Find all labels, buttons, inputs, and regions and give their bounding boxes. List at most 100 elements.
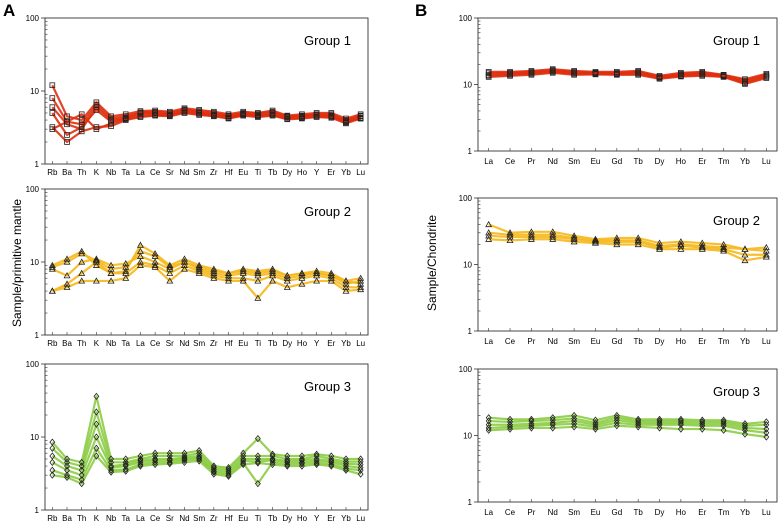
data-point-s1-th xyxy=(78,458,85,466)
data-point-s5-gd xyxy=(614,71,620,78)
data-point-s5-y xyxy=(313,459,320,467)
data-point-s4-ce xyxy=(507,423,513,431)
data-point-s3-ti xyxy=(254,455,261,463)
data-point-s5-la xyxy=(485,74,492,80)
data-point-s4-la xyxy=(137,458,144,466)
x-tick-label-lu: Lu xyxy=(762,337,771,346)
data-point-s4-th xyxy=(78,124,85,130)
data-point-s4-er xyxy=(698,245,706,252)
x-tick-label-ce: Ce xyxy=(505,337,516,346)
x-tick-label-pr: Pr xyxy=(527,508,535,517)
group-title: Group 1 xyxy=(713,33,760,48)
data-point-s5-ta xyxy=(122,465,129,474)
data-point-s4-th xyxy=(78,471,85,479)
data-point-s4-hf xyxy=(225,274,233,281)
data-point-s4-nd xyxy=(549,421,556,429)
x-tick-label-er: Er xyxy=(698,508,706,517)
series-line-s1 xyxy=(51,395,361,469)
data-point-s4-dy xyxy=(656,421,663,429)
series-line-s6 xyxy=(52,454,361,485)
data-point-s1-ta xyxy=(122,267,130,274)
data-point-s5-sm xyxy=(571,423,578,431)
data-point-s3-nb xyxy=(107,261,115,268)
data-point-s6-nd xyxy=(181,458,188,466)
data-point-s4-er xyxy=(328,458,335,466)
data-point-s4-ba xyxy=(64,466,70,474)
x-tick-label-eu: Eu xyxy=(591,508,601,517)
data-point-s1-k xyxy=(93,392,100,401)
x-tick-label-lu: Lu xyxy=(762,157,771,166)
data-point-s5-sr xyxy=(166,458,173,466)
x-tick-label-y: Y xyxy=(314,339,320,348)
x-tick-label-ho: Ho xyxy=(297,168,308,177)
x-tick-label-nd: Nd xyxy=(548,508,558,517)
data-point-s6-hf xyxy=(225,472,232,480)
data-point-s4-tb xyxy=(634,240,642,248)
data-point-s3-nd xyxy=(549,419,556,427)
x-tick-label-k: K xyxy=(94,168,100,177)
data-point-s5-th xyxy=(78,476,85,484)
series-line-s3 xyxy=(488,234,767,256)
data-point-s1-sm xyxy=(570,232,578,239)
data-point-s6-ba xyxy=(64,118,70,125)
x-tick-label-sm: Sm xyxy=(568,337,580,346)
x-tick-label-dy: Dy xyxy=(655,337,665,346)
data-point-s2-la xyxy=(485,229,493,236)
data-point-s5-k xyxy=(92,277,100,284)
data-point-s3-pr xyxy=(527,233,535,240)
data-point-s3-ce xyxy=(507,421,513,429)
x-tick-label-er: Er xyxy=(698,157,706,166)
data-point-s1-la xyxy=(485,220,493,228)
x-tick-label-ho: Ho xyxy=(297,339,308,348)
data-point-s4-ho xyxy=(677,421,684,429)
data-point-s2-pr xyxy=(528,417,535,425)
series-line-s1 xyxy=(488,414,767,425)
x-tick-label-er: Er xyxy=(698,337,706,346)
data-point-s4-gd xyxy=(613,240,621,248)
data-point-s1-gd xyxy=(613,234,621,241)
data-point-s5-eu xyxy=(592,71,599,78)
data-point-s5-yb xyxy=(342,287,350,294)
data-point-s3-sm xyxy=(570,235,578,242)
x-tick-label-ho: Ho xyxy=(676,157,687,166)
data-point-s2-ba xyxy=(64,458,70,466)
x-tick-label-ho: Ho xyxy=(297,514,308,523)
x-tick-label-nd: Nd xyxy=(179,339,189,348)
data-point-s3-hf xyxy=(225,467,232,475)
x-tick-label-yb: Yb xyxy=(341,339,351,348)
data-point-s3-ta xyxy=(122,460,129,469)
data-point-s5-ba xyxy=(63,283,71,290)
data-point-s6-y xyxy=(313,460,320,469)
data-point-s4-ba xyxy=(63,280,71,287)
data-point-s2-rb xyxy=(48,263,56,270)
data-point-s4-ce xyxy=(152,456,159,464)
data-point-s5-er xyxy=(328,460,335,469)
data-point-s3-sm xyxy=(196,452,203,460)
x-tick-label-yb: Yb xyxy=(740,508,750,517)
data-point-s4-lu xyxy=(357,283,365,290)
data-point-s4-nb xyxy=(108,464,114,472)
x-tick-label-tb: Tb xyxy=(268,168,278,177)
data-point-s3-er xyxy=(699,420,706,428)
x-tick-label-ta: Ta xyxy=(122,514,131,523)
data-point-s6-eu xyxy=(240,460,247,469)
data-point-s6-dy xyxy=(284,462,291,470)
x-tick-label-dy: Dy xyxy=(282,339,292,348)
data-point-s2-y xyxy=(313,452,320,460)
group-title: Group 2 xyxy=(713,213,760,228)
series-line-s5 xyxy=(488,424,767,439)
x-tick-label-sm: Sm xyxy=(193,339,205,348)
x-tick-label-ho: Ho xyxy=(676,337,687,346)
x-tick-label-er: Er xyxy=(327,339,335,348)
data-point-s4-nd xyxy=(180,261,188,268)
data-point-s5-nd xyxy=(549,424,556,432)
data-point-s1-ba xyxy=(64,113,70,120)
data-point-s4-pr xyxy=(528,422,535,430)
data-point-s5-hf xyxy=(225,471,232,479)
data-point-s4-k xyxy=(93,433,100,441)
data-point-s1-nd xyxy=(180,255,188,262)
data-point-s6-la xyxy=(137,113,144,120)
data-point-s5-dy xyxy=(283,283,291,290)
data-point-s6-er xyxy=(328,462,335,470)
data-point-s5-er xyxy=(327,277,335,284)
